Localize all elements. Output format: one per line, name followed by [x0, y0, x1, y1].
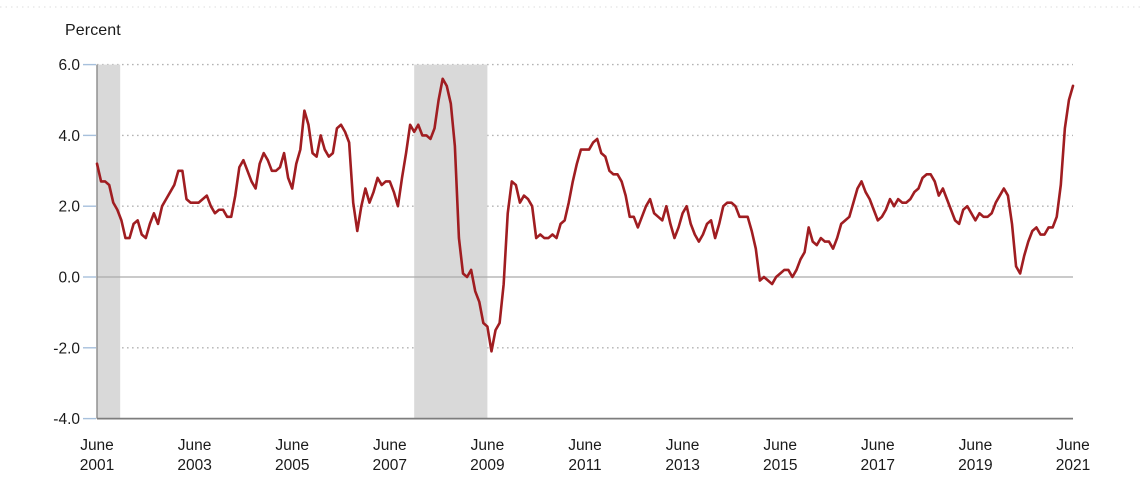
x-tick-label-month: June [959, 437, 993, 454]
y-tick-label: -2.0 [53, 340, 80, 357]
x-tick-label-year: 2005 [275, 457, 309, 474]
x-tick-label-year: 2007 [373, 457, 407, 474]
x-tick-label-month: June [568, 437, 602, 454]
y-tick-label: 4.0 [58, 128, 80, 145]
x-tick-label-year: 2003 [177, 457, 211, 474]
x-tick-label-year: 2013 [665, 457, 699, 474]
y-tick-label: 0.0 [58, 270, 80, 287]
y-tick-label: -4.0 [53, 411, 80, 428]
x-tick-label-year: 2011 [568, 457, 601, 474]
x-tick-label-year: 2015 [763, 457, 797, 474]
y-tick-label: 6.0 [58, 57, 80, 74]
shaded-band [97, 64, 121, 419]
x-tick-label-year: 2019 [958, 457, 992, 474]
x-tick-label-month: June [861, 437, 895, 454]
x-tick-label-month: June [763, 437, 797, 454]
x-tick-label-year: 2021 [1056, 457, 1090, 474]
x-tick-label-month: June [178, 437, 212, 454]
data-line [95, 77, 1075, 353]
x-tick-label-year: 2009 [470, 457, 504, 474]
x-tick-label-month: June [80, 437, 114, 454]
x-tick-label-month: June [471, 437, 505, 454]
x-tick-label-month: June [373, 437, 407, 454]
x-tick-label-month: June [1056, 437, 1090, 454]
x-tick-label-month: June [275, 437, 309, 454]
y-axis-title: Percent [65, 22, 121, 39]
y-tick-label: 2.0 [58, 199, 80, 216]
shaded-band [414, 64, 488, 419]
x-tick-label-year: 2001 [80, 457, 114, 474]
x-tick-label-year: 2017 [861, 457, 895, 474]
x-tick-label-month: June [666, 437, 700, 454]
